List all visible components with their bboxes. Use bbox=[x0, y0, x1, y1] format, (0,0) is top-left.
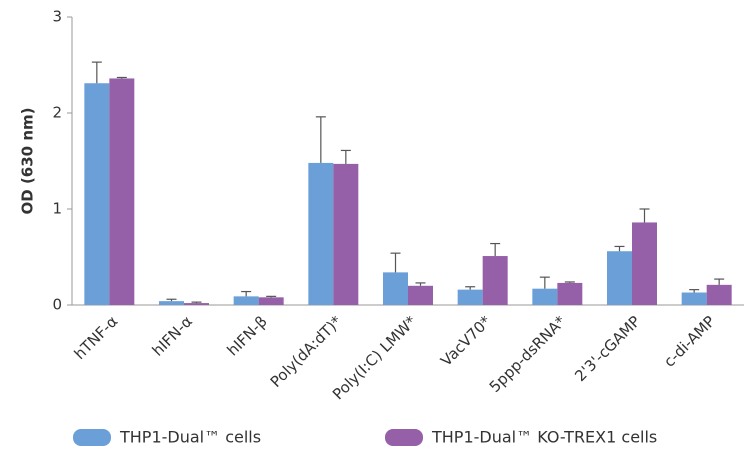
bar bbox=[308, 162, 334, 305]
y-axis-label: OD (630 nm) bbox=[19, 108, 37, 215]
bar bbox=[333, 163, 359, 305]
x-tick-label: hIFN-α bbox=[149, 312, 197, 360]
error-bar bbox=[465, 286, 476, 290]
y-tick-label: 2 bbox=[52, 104, 62, 122]
x-tick-label: hIFN-β bbox=[223, 312, 270, 359]
error-bar bbox=[340, 149, 351, 164]
error-bar bbox=[415, 282, 426, 286]
error-bar bbox=[689, 289, 700, 293]
legend-swatch bbox=[385, 429, 423, 446]
x-tick-label: VacV70* bbox=[437, 312, 495, 370]
error-bar bbox=[714, 278, 725, 285]
bar bbox=[681, 292, 707, 305]
bar bbox=[383, 272, 408, 305]
bar bbox=[233, 296, 259, 305]
error-bar bbox=[639, 208, 650, 223]
x-tick-label: Poly(dA:dT)* bbox=[267, 312, 346, 391]
error-bar bbox=[564, 281, 575, 283]
bar bbox=[258, 297, 284, 305]
bar bbox=[482, 256, 508, 305]
bar bbox=[632, 222, 657, 305]
error-bar bbox=[539, 276, 550, 289]
bar bbox=[408, 285, 433, 305]
bar bbox=[706, 284, 732, 305]
y-tick-label: 0 bbox=[52, 296, 62, 314]
error-bar bbox=[191, 301, 202, 304]
x-tick-label: c-di-AMP bbox=[660, 312, 718, 370]
bar bbox=[84, 83, 110, 306]
error-bar bbox=[315, 116, 326, 163]
y-tick-label: 1 bbox=[52, 200, 62, 218]
x-tick-label: 2'3'-cGAMP bbox=[571, 312, 644, 385]
error-bar bbox=[490, 242, 501, 257]
x-tick-label: 5ppp-dsRNA* bbox=[486, 312, 570, 396]
error-bar bbox=[241, 290, 252, 297]
bar bbox=[457, 289, 483, 305]
bar bbox=[532, 288, 558, 305]
error-bar bbox=[166, 298, 177, 302]
legend-swatch bbox=[73, 429, 111, 446]
y-tick-label: 3 bbox=[52, 8, 62, 26]
legend-label: THP1-Dual™ KO-TREX1 cells bbox=[431, 428, 657, 447]
error-bar bbox=[614, 245, 625, 252]
bar bbox=[109, 78, 135, 305]
bar bbox=[607, 251, 632, 305]
error-bar bbox=[91, 61, 102, 84]
error-bar bbox=[390, 252, 401, 273]
x-tick-label: hTNF-α bbox=[71, 312, 122, 363]
error-bar bbox=[266, 295, 277, 298]
legend-label: THP1-Dual™ cells bbox=[119, 428, 261, 447]
bar bbox=[184, 303, 209, 305]
bar bbox=[557, 282, 583, 305]
bar bbox=[159, 301, 184, 305]
error-bar bbox=[116, 76, 127, 79]
